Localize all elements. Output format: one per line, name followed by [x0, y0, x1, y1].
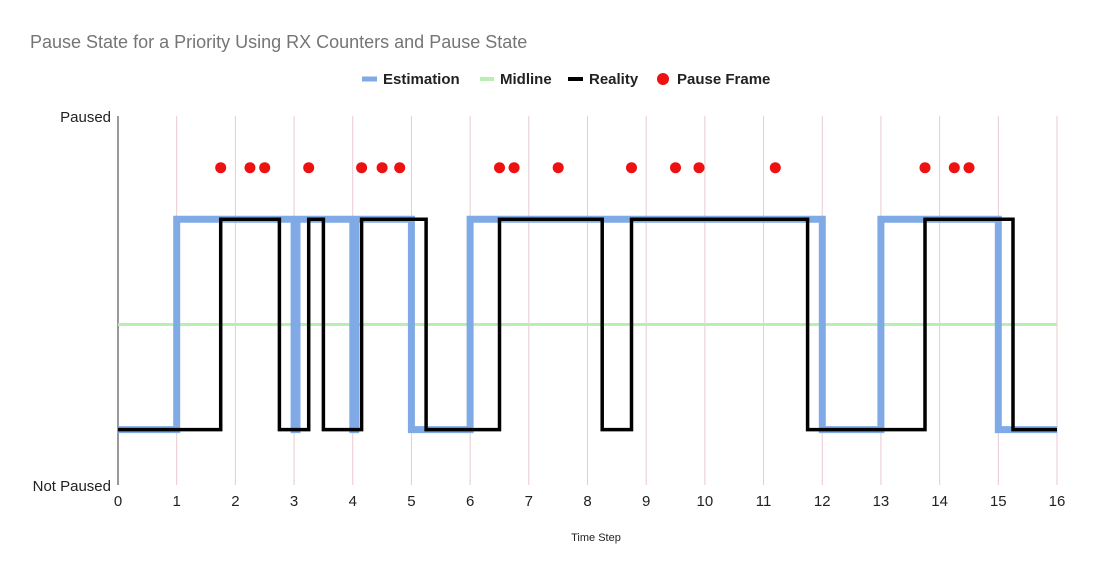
- pause-frame-point: [494, 162, 505, 174]
- x-tick-label-13: 13: [873, 493, 890, 510]
- pause-frame-point: [244, 162, 256, 174]
- x-tick-label-2: 2: [231, 493, 239, 510]
- x-tick-label-12: 12: [814, 493, 831, 510]
- x-tick-label-14: 14: [931, 493, 948, 510]
- pause-frame-points: [215, 162, 975, 174]
- pause-frame-point: [963, 162, 975, 174]
- x-tick-label-3: 3: [290, 493, 298, 510]
- legend-item-midline: Midline: [480, 71, 552, 88]
- pause-frame-point: [303, 162, 315, 174]
- legend-label-pause-frame: Pause Frame: [677, 71, 770, 88]
- pause-frame-point: [259, 162, 271, 174]
- legend-item-reality: Reality: [568, 71, 639, 88]
- pause-frame-point: [693, 162, 705, 174]
- x-tick-label-10: 10: [697, 493, 714, 510]
- x-tick-label-6: 6: [466, 493, 474, 510]
- x-tick-label-1: 1: [173, 493, 181, 510]
- legend-item-estimation: Estimation: [362, 71, 460, 88]
- series-layer: [118, 215, 1057, 434]
- pause-frame-point: [356, 162, 368, 174]
- pause-frame-point: [769, 162, 781, 174]
- x-tick-label-16: 16: [1049, 493, 1066, 510]
- legend-item-pause-frame: Pause Frame: [657, 71, 770, 88]
- pause-frame-point: [215, 162, 227, 174]
- x-tick-labels: 0 1 2 3 4 5 6 7 8 9 10 11 12 13 14 15 16: [114, 493, 1066, 510]
- pause-frame-point: [948, 162, 960, 174]
- x-tick-label-0: 0: [114, 493, 122, 510]
- legend-swatch-pause-frame: [657, 73, 669, 85]
- pause-frame-point: [626, 162, 637, 174]
- legend-label-reality: Reality: [589, 71, 639, 88]
- x-tick-label-4: 4: [349, 493, 357, 510]
- x-tick-label-8: 8: [583, 493, 591, 510]
- legend: Estimation Midline Reality Pause Frame: [362, 71, 770, 88]
- chart-title: Pause State for a Priority Using RX Coun…: [30, 32, 527, 52]
- pause-frame-point: [919, 162, 931, 174]
- pause-frame-point: [376, 162, 388, 174]
- series-line-reality: [118, 217, 1057, 432]
- x-axis-title: Time Step: [571, 532, 621, 544]
- pause-frame-point: [508, 162, 520, 174]
- x-tick-label-7: 7: [525, 493, 533, 510]
- pause-frame-point: [394, 162, 406, 174]
- legend-label-estimation: Estimation: [383, 71, 460, 88]
- pause-frame-point: [670, 162, 681, 174]
- legend-label-midline: Midline: [500, 71, 552, 88]
- y-tick-label-paused: Paused: [60, 109, 111, 126]
- y-tick-label-not-paused: Not Paused: [33, 478, 111, 495]
- pause-frame-point: [552, 162, 564, 174]
- x-tick-label-11: 11: [756, 493, 772, 510]
- x-tick-label-15: 15: [990, 493, 1007, 510]
- x-tick-label-5: 5: [407, 493, 415, 510]
- x-tick-label-9: 9: [642, 493, 650, 510]
